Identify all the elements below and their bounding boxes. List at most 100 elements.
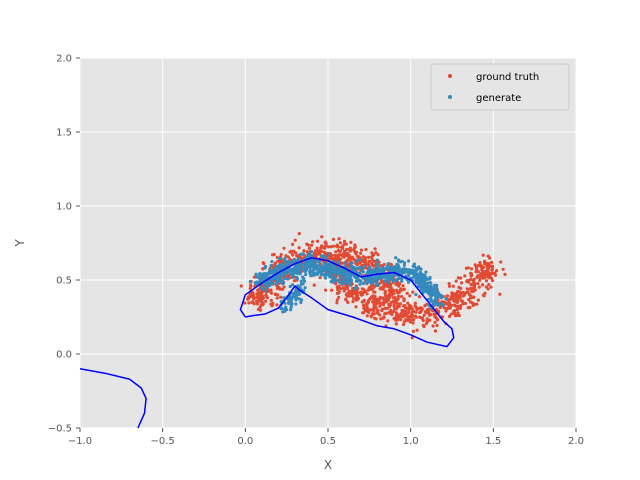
generated-point bbox=[331, 276, 335, 280]
ground-truth-point bbox=[273, 292, 277, 296]
ground-truth-point bbox=[297, 246, 301, 250]
ground-truth-point bbox=[309, 243, 314, 247]
x-tick-label: −0.5 bbox=[151, 436, 175, 447]
ground-truth-point bbox=[412, 309, 416, 313]
ground-truth-point bbox=[411, 321, 415, 325]
ground-truth-point bbox=[333, 257, 337, 261]
ground-truth-point bbox=[417, 295, 421, 299]
y-tick-label: −0.5 bbox=[48, 424, 72, 435]
generated-point bbox=[381, 266, 385, 270]
generated-point bbox=[437, 292, 441, 296]
ground-truth-point bbox=[499, 260, 503, 264]
ground-truth-point bbox=[473, 263, 477, 267]
ground-truth-point bbox=[315, 239, 320, 243]
x-tick-label: 2.0 bbox=[568, 436, 584, 447]
generated-point bbox=[301, 282, 305, 286]
generated-point bbox=[290, 302, 294, 307]
generated-point bbox=[412, 269, 416, 273]
ground-truth-point bbox=[364, 256, 368, 260]
generated-point bbox=[431, 302, 435, 306]
generated-point bbox=[306, 254, 310, 258]
ground-truth-point bbox=[355, 263, 359, 267]
generated-point bbox=[323, 268, 328, 272]
ground-truth-point bbox=[323, 252, 327, 256]
ground-truth-point bbox=[247, 301, 251, 305]
ground-truth-point bbox=[429, 313, 433, 317]
ground-truth-point bbox=[373, 247, 377, 251]
ground-truth-point bbox=[372, 312, 376, 316]
ground-truth-point bbox=[482, 294, 486, 298]
ground-truth-point bbox=[447, 297, 451, 302]
ground-truth-point bbox=[335, 243, 339, 247]
ground-truth-point bbox=[372, 264, 376, 268]
ground-truth-point bbox=[352, 297, 356, 301]
ground-truth-point bbox=[412, 318, 416, 322]
ground-truth-point bbox=[342, 289, 346, 293]
generated-point bbox=[284, 305, 288, 309]
generated-point bbox=[387, 268, 391, 272]
ground-truth-point bbox=[459, 276, 463, 280]
generated-point bbox=[340, 268, 345, 272]
generated-point bbox=[343, 261, 347, 265]
ground-truth-point bbox=[349, 289, 353, 294]
generated-point bbox=[294, 294, 298, 298]
generated-point bbox=[348, 262, 353, 266]
ground-truth-point bbox=[367, 255, 371, 259]
ground-truth-point bbox=[368, 296, 372, 301]
ground-truth-point bbox=[363, 308, 367, 312]
generated-point bbox=[283, 309, 287, 313]
ground-truth-point bbox=[410, 313, 415, 317]
ground-truth-point bbox=[381, 296, 385, 300]
ground-truth-point bbox=[337, 249, 341, 253]
generated-point bbox=[379, 269, 383, 273]
ground-truth-point bbox=[433, 320, 437, 324]
ground-truth-point bbox=[328, 255, 332, 259]
generated-point bbox=[429, 295, 433, 299]
ground-truth-point bbox=[350, 294, 354, 298]
generated-point bbox=[279, 279, 283, 283]
ground-truth-point bbox=[315, 246, 319, 250]
ground-truth-point bbox=[471, 303, 475, 307]
generated-point bbox=[366, 270, 370, 274]
ground-truth-point bbox=[422, 313, 426, 317]
generated-point bbox=[288, 272, 292, 277]
ground-truth-point bbox=[354, 305, 358, 309]
generated-point bbox=[283, 264, 287, 269]
ground-truth-point bbox=[262, 262, 266, 266]
ground-truth-point bbox=[451, 284, 455, 288]
generated-point bbox=[394, 256, 398, 260]
ground-truth-point bbox=[425, 317, 429, 321]
ground-truth-point bbox=[392, 304, 396, 308]
ground-truth-point bbox=[256, 299, 260, 303]
ground-truth-point bbox=[460, 281, 464, 285]
generated-point bbox=[313, 273, 317, 277]
generated-point bbox=[315, 260, 319, 264]
ground-truth-point bbox=[282, 246, 286, 250]
ground-truth-point bbox=[481, 253, 485, 257]
generated-point bbox=[319, 254, 324, 258]
ground-truth-point bbox=[482, 271, 486, 275]
ground-truth-point bbox=[297, 232, 301, 236]
ground-truth-point bbox=[383, 291, 387, 295]
ground-truth-point bbox=[280, 258, 285, 262]
generated-point bbox=[281, 282, 285, 286]
ground-truth-point bbox=[361, 255, 365, 259]
generated-point bbox=[338, 275, 342, 280]
generated-point bbox=[265, 285, 269, 289]
ground-truth-point bbox=[490, 260, 494, 264]
generated-point bbox=[424, 270, 428, 274]
generated-point bbox=[248, 279, 252, 284]
ground-truth-point bbox=[415, 328, 419, 332]
generated-point bbox=[270, 260, 274, 264]
ground-truth-point bbox=[366, 288, 370, 292]
ground-truth-point bbox=[474, 270, 478, 274]
ground-truth-point bbox=[476, 282, 480, 286]
ground-truth-point bbox=[349, 240, 353, 244]
generated-point bbox=[264, 289, 268, 293]
ground-truth-point bbox=[434, 307, 439, 311]
ground-truth-point bbox=[421, 318, 425, 323]
ground-truth-point bbox=[340, 261, 344, 265]
ground-truth-point bbox=[414, 315, 418, 319]
generated-point bbox=[268, 270, 273, 274]
generated-point bbox=[275, 265, 279, 269]
